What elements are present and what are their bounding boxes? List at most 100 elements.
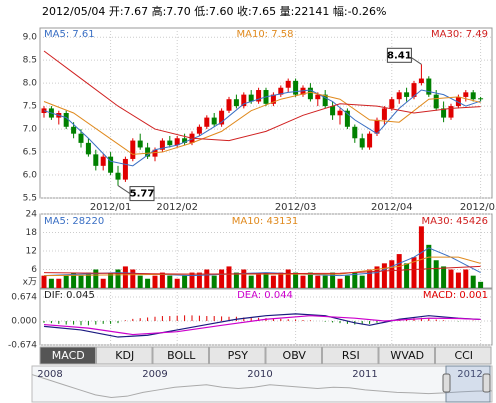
candle-body: [455, 96, 461, 107]
y-tick-label: 8.0: [23, 79, 38, 89]
candle-body: [463, 92, 469, 97]
y-tick-label: 9.0: [23, 33, 38, 43]
candle-body: [418, 78, 424, 84]
volume-bar: [315, 275, 321, 288]
volume-bar: [56, 278, 62, 288]
y-tick-label: 6.5: [23, 148, 37, 158]
volume-bar: [248, 275, 254, 288]
volume-bar: [78, 275, 84, 288]
candle-body: [78, 133, 84, 143]
volume-bar: [159, 272, 165, 288]
volume-bar: [137, 275, 143, 288]
volume-bar: [226, 266, 232, 288]
candle-body: [115, 172, 121, 180]
candle-body: [211, 117, 217, 125]
candle-body: [315, 94, 321, 100]
legend-entry: MA10: 7.58: [236, 29, 293, 40]
candle-body: [182, 138, 188, 143]
volume-bar: [293, 272, 299, 288]
candle-body: [233, 99, 239, 107]
panel-frame: [39, 27, 493, 199]
volume-bar: [404, 263, 410, 288]
y-tick-label: 7.0: [23, 125, 38, 135]
indicator-tab[interactable]: [265, 346, 322, 365]
candle-body: [322, 94, 328, 107]
legend-entry: MA5: 28220: [44, 216, 104, 227]
tab-label[interactable]: PSY: [228, 349, 249, 362]
volume-bar: [455, 272, 461, 288]
volume-bar: [241, 269, 247, 288]
candle-body: [285, 80, 291, 88]
annotation-label: 5.77: [130, 189, 155, 200]
indicator-tab[interactable]: [152, 346, 209, 365]
legend-entry: MACD: 0.001: [423, 290, 488, 301]
candle-body: [219, 110, 225, 125]
volume-bar: [63, 275, 69, 288]
tab-label[interactable]: OBV: [283, 349, 307, 362]
candle-body: [337, 110, 343, 116]
indicator-tab[interactable]: [435, 346, 492, 365]
candle-body: [256, 90, 262, 102]
tab-label[interactable]: MACD: [52, 349, 85, 362]
candle-body: [196, 126, 202, 134]
indicator-tab[interactable]: [322, 346, 379, 365]
y-tick-label: 5.5: [23, 194, 37, 204]
volume-bar: [270, 275, 276, 288]
year-label: 2009: [142, 369, 167, 380]
volume-bar: [71, 272, 77, 288]
ma-line: [43, 265, 481, 275]
indicator-tab[interactable]: [39, 346, 96, 365]
navigator-handle[interactable]: [442, 373, 451, 393]
candle-body: [470, 92, 476, 100]
navigator-line: [31, 374, 493, 398]
x-tick-label: 2012/01: [90, 202, 132, 213]
navigator-handle[interactable]: [482, 373, 491, 393]
candle-body: [63, 113, 69, 127]
indicator-tab[interactable]: [378, 346, 435, 365]
volume-bar: [367, 269, 373, 288]
tab-label[interactable]: CCI: [454, 349, 473, 362]
tab-label[interactable]: WVAD: [390, 349, 424, 362]
legend-entry: MA10: 43131: [232, 216, 299, 227]
y-tick-label: 18: [26, 228, 38, 238]
candle-body: [159, 140, 165, 150]
candle-body: [307, 87, 313, 100]
volume-bar: [418, 226, 424, 288]
tab-label[interactable]: KDJ: [115, 349, 134, 362]
candle-body: [411, 83, 417, 97]
candle-body: [433, 94, 439, 109]
volume-bar: [256, 272, 262, 288]
volume-bar: [285, 269, 291, 288]
indicator-tab[interactable]: [209, 346, 266, 365]
volume-unit: x万: [23, 278, 37, 288]
legend-entry: MA30: 7.49: [431, 29, 488, 40]
volume-bar: [470, 275, 476, 288]
volume-bar: [174, 278, 180, 288]
tab-label[interactable]: BOLL: [167, 349, 196, 362]
tab-label[interactable]: RSI: [342, 349, 360, 362]
y-tick-label: 8.5: [23, 56, 37, 66]
volume-bar: [330, 272, 336, 288]
candle-body: [93, 154, 99, 166]
candle-body: [359, 138, 365, 148]
volume-bar: [167, 275, 173, 288]
year-label: 2010: [247, 369, 272, 380]
volume-bar: [41, 275, 47, 288]
indicator-tab[interactable]: [96, 346, 153, 365]
candle-body: [241, 94, 247, 107]
candle-body: [152, 149, 158, 157]
candle-body: [389, 99, 395, 109]
x-tick-label: 2012/04: [371, 202, 413, 213]
ma-line: [43, 50, 481, 142]
ma-line: [43, 91, 481, 155]
volume-bar: [433, 260, 439, 288]
volume-bar: [122, 266, 128, 288]
legend-entry: DIF: 0.045: [44, 290, 95, 301]
y-tick-label: 24: [26, 210, 38, 220]
volume-bar: [478, 281, 484, 288]
volume-bar: [263, 272, 269, 288]
volume-bar: [152, 275, 158, 288]
candle-body: [100, 156, 106, 166]
header-quote: 2012/05/04 开:7.67 高:7.70 低:7.60 收:7.65 量…: [42, 4, 387, 18]
volume-bar: [396, 254, 402, 288]
